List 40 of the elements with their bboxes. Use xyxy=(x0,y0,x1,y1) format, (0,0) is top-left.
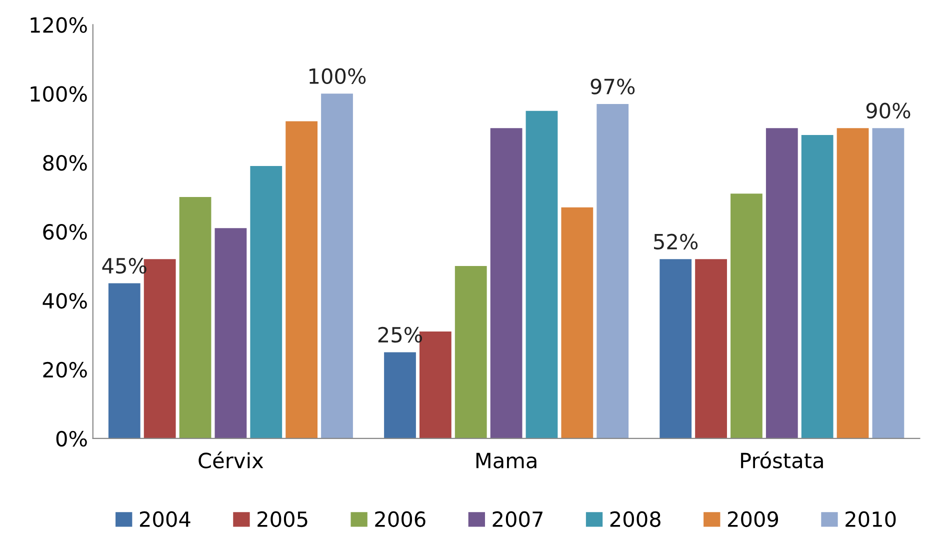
data-label: 100% xyxy=(310,68,366,84)
bar xyxy=(766,128,798,438)
bar xyxy=(695,259,727,438)
bar xyxy=(872,128,904,438)
data-label: 52% xyxy=(654,234,698,250)
legend-label: 2010 xyxy=(846,511,896,528)
bar xyxy=(836,128,869,438)
data-label: 90% xyxy=(866,102,910,119)
y-tick-label: 100% xyxy=(30,86,87,102)
bar xyxy=(179,197,212,438)
legend-label: 2009 xyxy=(728,511,778,528)
bar xyxy=(454,266,487,438)
bar xyxy=(384,352,416,438)
bar xyxy=(286,121,318,438)
y-tick-label: 120% xyxy=(30,17,87,33)
y-tick-label: 0% xyxy=(56,430,87,447)
x-tick-label: Cérvix xyxy=(198,451,264,468)
bar xyxy=(730,194,762,438)
y-tick-label: 80% xyxy=(43,155,87,171)
legend-label: 2006 xyxy=(375,511,426,528)
x-tick-label: Mama xyxy=(476,452,536,468)
bar xyxy=(321,94,353,438)
bar xyxy=(250,166,282,438)
x-tick-label: Próstata xyxy=(741,451,823,468)
data-label: 97% xyxy=(590,78,635,94)
bar xyxy=(214,228,247,438)
bar xyxy=(526,110,558,438)
bar xyxy=(596,104,629,438)
bar xyxy=(561,207,594,438)
legend-label: 2004 xyxy=(140,511,190,528)
legend-label: 2005 xyxy=(258,511,308,528)
legend-label: 2008 xyxy=(610,511,660,528)
y-tick-label: 20% xyxy=(43,362,87,378)
y-tick-label: 40% xyxy=(42,292,87,309)
legend-label: 2007 xyxy=(492,511,542,528)
bar xyxy=(660,259,692,438)
bar xyxy=(490,128,522,438)
bar xyxy=(108,283,140,438)
bar xyxy=(801,134,834,438)
y-tick-label: 60% xyxy=(43,224,87,240)
